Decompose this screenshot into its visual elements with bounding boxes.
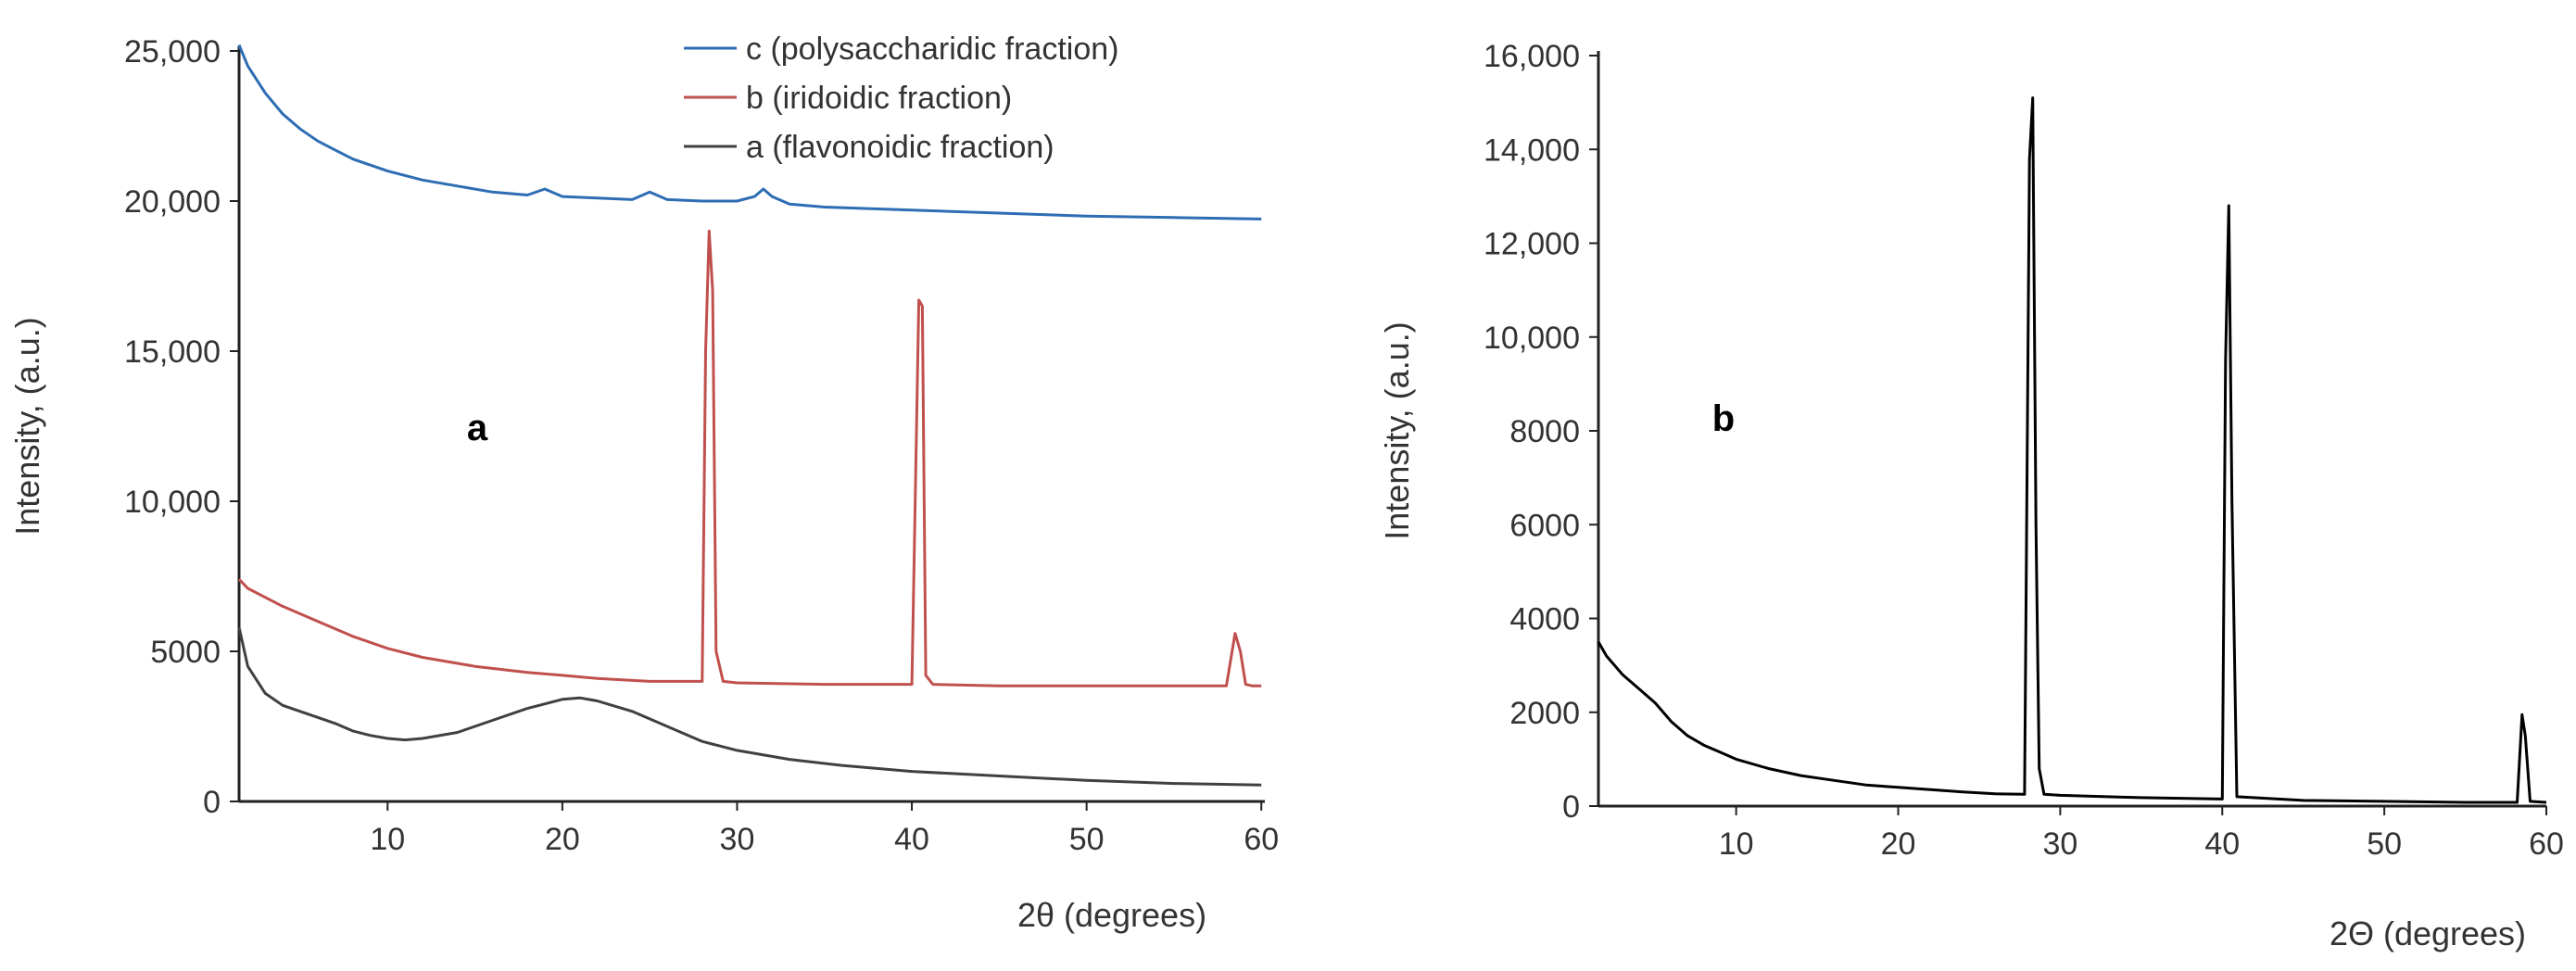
y-axis-label: Intensity, (a.u.) (8, 317, 46, 535)
x-tick-label: 60 (2529, 826, 2564, 862)
y-tick-label: 2000 (1509, 696, 1580, 731)
y-tick-label: 16,000 (1484, 39, 1580, 74)
y-tick-label: 12,000 (1484, 227, 1580, 262)
panel-label: a (467, 408, 488, 448)
y-tick-label: 10,000 (124, 485, 221, 520)
x-tick-label: 20 (1881, 826, 1916, 862)
y-tick-label: 0 (203, 785, 221, 820)
series-line-b (237, 229, 1262, 687)
x-tick-label: 60 (1244, 822, 1279, 857)
y-tick-label: 6000 (1509, 508, 1580, 543)
y-tick-label: 8000 (1509, 414, 1580, 449)
x-tick-label: 20 (545, 822, 580, 857)
x-tick-label: 40 (2204, 826, 2240, 862)
x-tick-label: 40 (894, 822, 929, 857)
y-tick-label: 15,000 (124, 334, 221, 370)
y-tick-label: 25,000 (124, 34, 221, 69)
y-tick-label: 20,000 (124, 184, 221, 220)
legend-entry: b (iridoidic fraction) (746, 81, 1012, 116)
x-tick-label: 30 (720, 822, 755, 857)
panel-b-chart: 0 2000 4000 6000 8000 10,000 12,000 14,000 16,00… (1378, 39, 2564, 952)
y-tick-label: 10,000 (1484, 321, 1580, 356)
y-axis-label: Intensity, (a.u.) (1378, 322, 1416, 539)
legend-entry: c (polysaccharidic fraction) (746, 32, 1118, 67)
x-tick-label: 50 (1069, 822, 1105, 857)
x-axis-label: 2Θ (degrees) (2330, 914, 2526, 952)
y-tick-label: 4000 (1509, 602, 1580, 637)
y-tick-label: 5000 (150, 635, 221, 670)
series-line-c (237, 44, 1262, 221)
x-tick-label: 50 (2367, 826, 2402, 862)
x-axis-label: 2θ (degrees) (1017, 896, 1206, 934)
series-line-main (1597, 96, 2547, 804)
x-tick-label: 10 (1719, 826, 1754, 862)
x-tick-label: 30 (2042, 826, 2077, 862)
x-tick-label: 10 (370, 822, 405, 857)
panel-label: b (1712, 398, 1735, 439)
panel-a-chart: 0 5000 10,000 15,000 20,000 25,000 10 20 30 40 50 6… (8, 32, 1279, 934)
series-line-a (237, 626, 1262, 787)
y-tick-label: 0 (1562, 789, 1580, 825)
legend-entry: a (flavonoidic fraction) (746, 130, 1054, 165)
y-tick-label: 14,000 (1484, 132, 1580, 168)
